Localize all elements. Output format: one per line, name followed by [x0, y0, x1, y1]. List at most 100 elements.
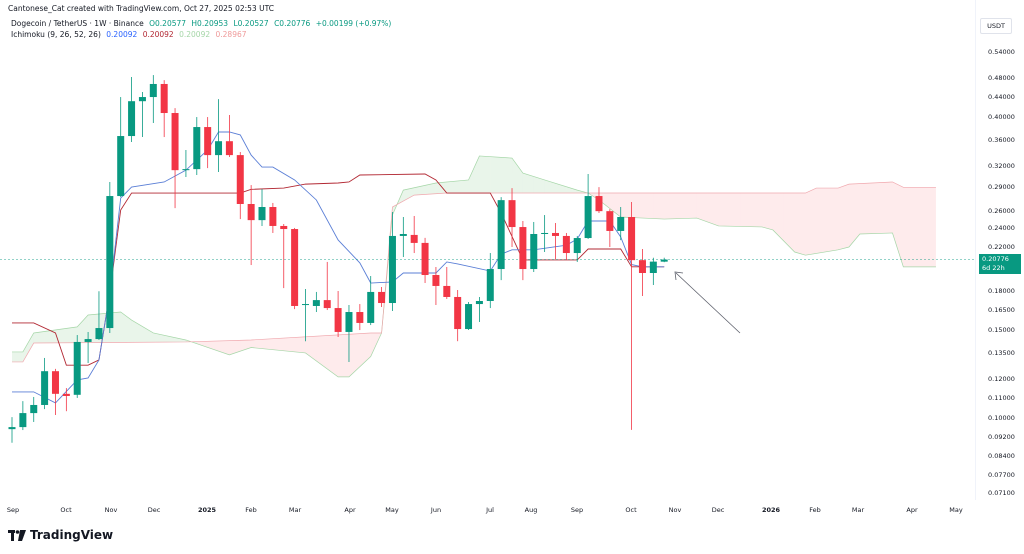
candle-body [584, 196, 592, 239]
candle [410, 215, 418, 254]
price-tick-label: 0.18000 [988, 286, 1015, 295]
cloud-segment [566, 186, 578, 194]
tradingview-logo-text: TradingView [30, 528, 114, 542]
candle-body [649, 261, 657, 274]
cloud-segment [425, 183, 436, 195]
senkou-span-a-line [12, 155, 936, 378]
cloud-segment [838, 184, 849, 250]
cloud-segment [512, 158, 523, 194]
symbol-legend[interactable]: Dogecoin / TetherUS · 1W · Binance O0.20… [11, 19, 394, 28]
indicator-name: Ichimoku (9, 26, 52, 26) [11, 30, 101, 39]
candle [8, 417, 16, 443]
cloud-segment [251, 339, 263, 349]
candle [225, 115, 233, 158]
candle [443, 266, 451, 299]
cloud-segment [740, 193, 752, 227]
candlesticks [8, 75, 668, 443]
candle-body [454, 296, 462, 330]
cloud-segment [120, 312, 132, 343]
candle [160, 80, 168, 138]
currency-button[interactable]: USDT [980, 18, 1012, 34]
change-value: +0.00199 (+0.97%) [315, 19, 392, 28]
cloud-segment [881, 181, 893, 234]
cloud-segment [533, 176, 545, 194]
candle-body [160, 83, 168, 114]
cloud-segment [294, 336, 306, 353]
price-tick-label: 0.10000 [988, 414, 1015, 423]
candle [106, 181, 114, 333]
candle-body [628, 217, 636, 261]
price-chart[interactable] [0, 0, 975, 500]
time-tick-label: Apr [344, 506, 356, 514]
price-tick-label: 0.54000 [988, 48, 1015, 56]
high-value: H0.20953 [191, 19, 229, 28]
candle-body [128, 101, 136, 137]
candle [247, 185, 255, 266]
cloud-segment [925, 187, 936, 267]
candle-body [530, 233, 538, 270]
candle-body [399, 233, 407, 236]
candle [301, 289, 309, 342]
span-a-value: 0.20092 [179, 30, 211, 39]
candle-body [73, 341, 81, 395]
candle-body [95, 328, 103, 340]
time-tick-label: Nov [104, 506, 118, 514]
candle-body [345, 312, 353, 332]
candle-body [508, 200, 516, 228]
indicator-legend[interactable]: Ichimoku (9, 26, 52, 26) 0.20092 0.20092… [11, 30, 250, 39]
candle-body [356, 312, 364, 323]
candle [573, 235, 581, 262]
time-tick-label: Feb [245, 506, 257, 514]
candle-body [541, 232, 549, 234]
cloud-segment [522, 173, 534, 194]
cloud-segment [207, 340, 219, 352]
cloud-segment [77, 314, 89, 343]
cloud-segment [729, 193, 741, 227]
candle-body [638, 260, 646, 274]
candle [95, 291, 103, 340]
price-tick-label: 0.36000 [988, 136, 1015, 145]
cloud-segment [12, 351, 23, 362]
time-tick-label: 2025 [197, 506, 217, 514]
cloud-segment [903, 187, 915, 267]
candle-body [312, 300, 320, 306]
price-tick-label: 0.07700 [988, 471, 1015, 480]
candle [497, 197, 505, 281]
cloud-segment [631, 193, 643, 219]
time-tick-label: Mar [288, 506, 302, 514]
cloud-segment [707, 193, 719, 226]
candle-body [378, 291, 386, 304]
time-tick-label: Dec [711, 506, 725, 514]
tenkan-sen-line [12, 131, 665, 404]
price-tick-label: 0.29000 [988, 183, 1015, 192]
cloud-segment [675, 193, 686, 219]
candle [552, 222, 559, 260]
cloud-segment [164, 335, 176, 343]
candle-body [117, 136, 125, 197]
candle-body [280, 225, 288, 230]
candle-body [519, 227, 527, 270]
cloud-segment [435, 181, 447, 194]
candle [117, 97, 125, 198]
time-tick-label: Oct [625, 506, 637, 514]
candle-body [301, 304, 309, 306]
time-tick-label: Jul [486, 506, 494, 514]
cloud-segment [762, 193, 773, 230]
candle [628, 201, 636, 430]
candle-body [84, 339, 92, 342]
candle-body [367, 291, 375, 323]
candle [345, 304, 353, 362]
candle [51, 368, 59, 416]
price-tick-label: 0.08400 [988, 452, 1015, 461]
cloud-segment [848, 183, 860, 248]
cloud-segment [794, 193, 806, 256]
time-tick-label: Jun [430, 506, 442, 514]
candle [171, 108, 179, 209]
price-tick-label: 0.26000 [988, 206, 1015, 215]
cloud-segment [446, 180, 458, 194]
time-tick-label: Nov [668, 506, 682, 514]
cloud-segment [338, 334, 349, 377]
kijun-value: 0.20092 [142, 30, 174, 39]
candle-body [51, 371, 59, 394]
time-tick-label: May [949, 506, 963, 514]
